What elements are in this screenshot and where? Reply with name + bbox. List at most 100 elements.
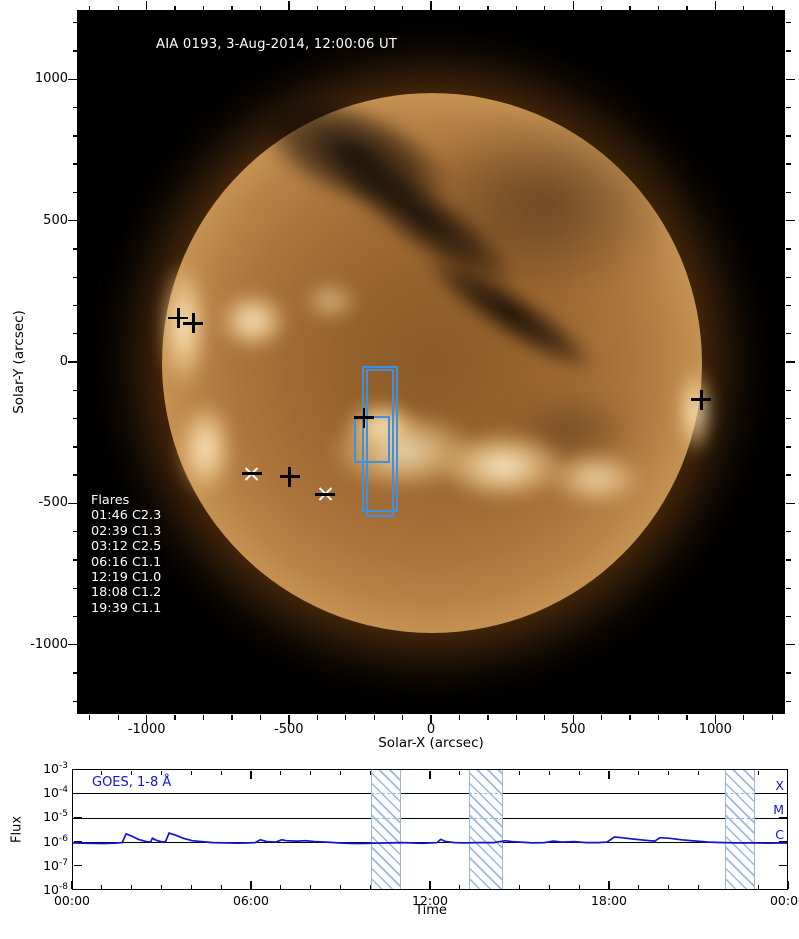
y-axis-tick: [72, 22, 77, 24]
goes-tick-bottom: [160, 884, 163, 889]
flare-list-item: 02:39 C1.3: [91, 523, 162, 539]
flare-list-item: 12:19 C1.0: [91, 570, 162, 586]
x-axis-tick-top: [288, 1, 290, 10]
y-axis-tick-right: [786, 220, 795, 222]
x-tick-label: -500: [274, 722, 304, 737]
goes-tick-top: [160, 770, 163, 775]
flare-marker-plus: [354, 407, 375, 428]
goes-flux-panel: [72, 769, 788, 890]
goes-ytick-left: [73, 792, 82, 794]
flare-list-item: 03:12 C2.5: [91, 539, 162, 555]
x-tick-label: 500: [560, 722, 586, 737]
goes-tick-top: [101, 770, 103, 775]
goes-y-tick-label: 10-5: [43, 809, 68, 825]
active-region: [218, 291, 288, 351]
goes-tick-top: [668, 770, 670, 775]
data-gap-band: [468, 770, 503, 889]
data-gap-band: [724, 770, 755, 889]
y-axis-tick: [68, 361, 77, 363]
x-axis-tick-top: [657, 5, 660, 10]
goes-tick-top: [369, 770, 371, 775]
y-axis-tick-right: [786, 22, 791, 24]
x-axis-tick-top: [629, 5, 631, 10]
data-gap-hatch: [469, 770, 502, 889]
data-gap-dashed-line: [724, 793, 755, 795]
x-tick-label: -1000: [127, 722, 166, 737]
x-axis-tick-top: [345, 5, 347, 10]
goes-ytick-right: [778, 792, 787, 794]
map-y-axis-title: Solar-Y (arcsec): [11, 310, 27, 414]
goes-tick-top: [578, 770, 580, 775]
data-gap-band: [371, 770, 402, 889]
x-axis-tick-top: [146, 1, 148, 10]
y-axis-tick: [72, 587, 77, 589]
x-axis-tick-top: [771, 5, 773, 10]
x-axis-tick: [430, 715, 432, 724]
region-of-interest-box: [366, 368, 394, 518]
y-axis-tick-right: [786, 333, 791, 335]
x-axis-tick: [117, 715, 119, 720]
x-axis-tick-top: [401, 5, 404, 10]
y-axis-tick: [72, 672, 77, 674]
y-axis-tick-right: [786, 106, 791, 109]
x-axis-tick-top: [373, 5, 375, 10]
y-axis-tick-right: [786, 615, 791, 618]
y-axis-tick: [72, 276, 77, 278]
x-axis-tick: [458, 715, 461, 720]
goes-tick-bottom: [578, 884, 580, 889]
data-gap-dashed-line: [724, 817, 755, 819]
x-axis-tick-top: [316, 5, 318, 10]
x-axis-tick-top: [430, 1, 432, 10]
active-region: [303, 281, 358, 321]
flare-marker-plus: [183, 313, 204, 334]
y-tick-label: -1000: [30, 636, 68, 652]
flare-marker-asterisk: [315, 484, 336, 504]
marker-stroke: [191, 313, 195, 334]
active-region: [178, 401, 233, 496]
goes-x-axis-title: Time: [415, 903, 447, 918]
goes-x-tick-label: 12:00: [411, 893, 449, 908]
y-axis-tick: [68, 220, 77, 222]
x-axis-tick: [345, 715, 347, 720]
x-axis-tick-top: [487, 5, 489, 10]
y-axis-tick: [68, 502, 77, 505]
flare-marker-asterisk: [241, 464, 262, 484]
flare-marker-plus: [691, 389, 712, 410]
active-region: [160, 261, 208, 391]
region-of-interest-box: [362, 366, 398, 512]
goes-tick-top: [339, 770, 342, 775]
y-axis-tick: [72, 389, 77, 391]
y-tick-label: 0: [59, 354, 68, 369]
x-axis-tick-top: [515, 5, 517, 10]
x-axis-tick: [174, 715, 176, 720]
flux-class-label-C: C: [775, 826, 784, 842]
y-axis-tick: [72, 248, 77, 250]
goes-tick-top: [638, 770, 640, 775]
goes-y-axis-title: Flux: [9, 815, 25, 844]
x-axis-tick: [202, 715, 205, 720]
y-axis-tick: [72, 333, 77, 335]
x-axis-tick: [714, 715, 717, 724]
x-axis-tick: [231, 715, 233, 720]
x-axis-tick: [686, 715, 688, 720]
goes-tick-top: [131, 770, 133, 775]
marker-stroke: [241, 472, 262, 475]
goes-tick-top: [429, 770, 431, 779]
y-axis-tick-right: [786, 163, 791, 165]
goes-y-tick-label: 10-3: [43, 761, 68, 777]
goes-ytick-right: [778, 865, 787, 867]
x-axis-tick-top: [743, 5, 745, 10]
active-region: [678, 366, 712, 456]
flare-list: Flares 01:46 C2.3 02:39 C1.3 03:12 C2.5 06:…: [91, 493, 161, 616]
goes-tick-bottom: [280, 884, 282, 889]
flux-class-label-M: M: [773, 802, 784, 818]
goes-tick-bottom: [548, 884, 550, 889]
goes-tick-bottom: [757, 884, 759, 889]
y-axis-tick: [68, 78, 77, 80]
y-axis-tick-right: [786, 135, 791, 137]
goes-x-tick-label: 06:00: [232, 893, 270, 908]
x-axis-tick-top: [544, 5, 546, 10]
goes-tick-top: [459, 770, 461, 775]
y-tick-label: 1000: [34, 71, 68, 87]
